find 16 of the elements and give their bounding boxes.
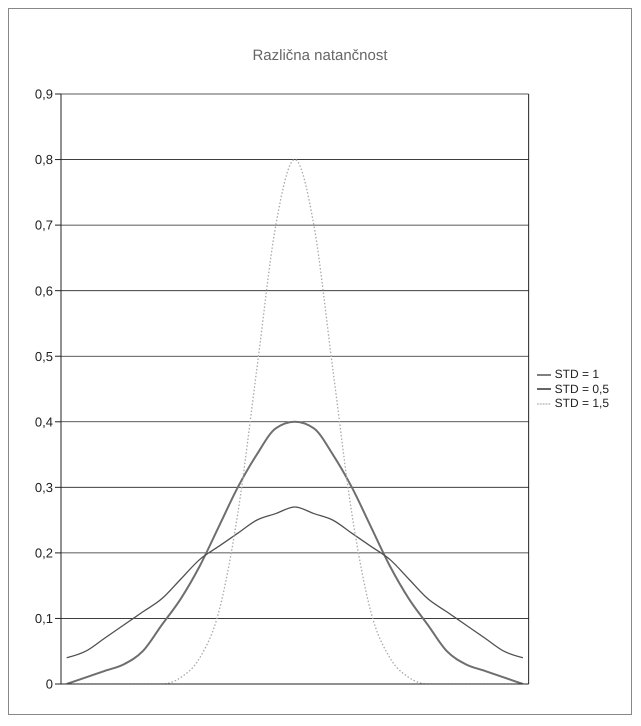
y-tick-label: 0,9: [34, 86, 53, 102]
y-tick-label: 0,1: [34, 611, 53, 626]
y-tick-label: 0,5: [34, 348, 53, 364]
legend-label: STD = 1,5: [554, 396, 609, 410]
line-series: [66, 420, 524, 684]
y-tick-label: 0: [46, 676, 53, 692]
legend-label: STD = 0,5: [554, 382, 609, 396]
y-tick-label: 0,7: [34, 218, 53, 233]
y-tick-label: 0,6: [34, 283, 53, 298]
y-tick-label: 0,2: [34, 546, 53, 561]
line-series: [66, 506, 524, 658]
y-tick-label: 0,3: [34, 480, 53, 495]
chart-title: Različna natančnost: [251, 46, 389, 66]
legend-label: STD = 1: [554, 366, 599, 381]
y-tick-label: 0,4: [34, 414, 53, 430]
y-tick-label: 0,8: [34, 152, 53, 168]
